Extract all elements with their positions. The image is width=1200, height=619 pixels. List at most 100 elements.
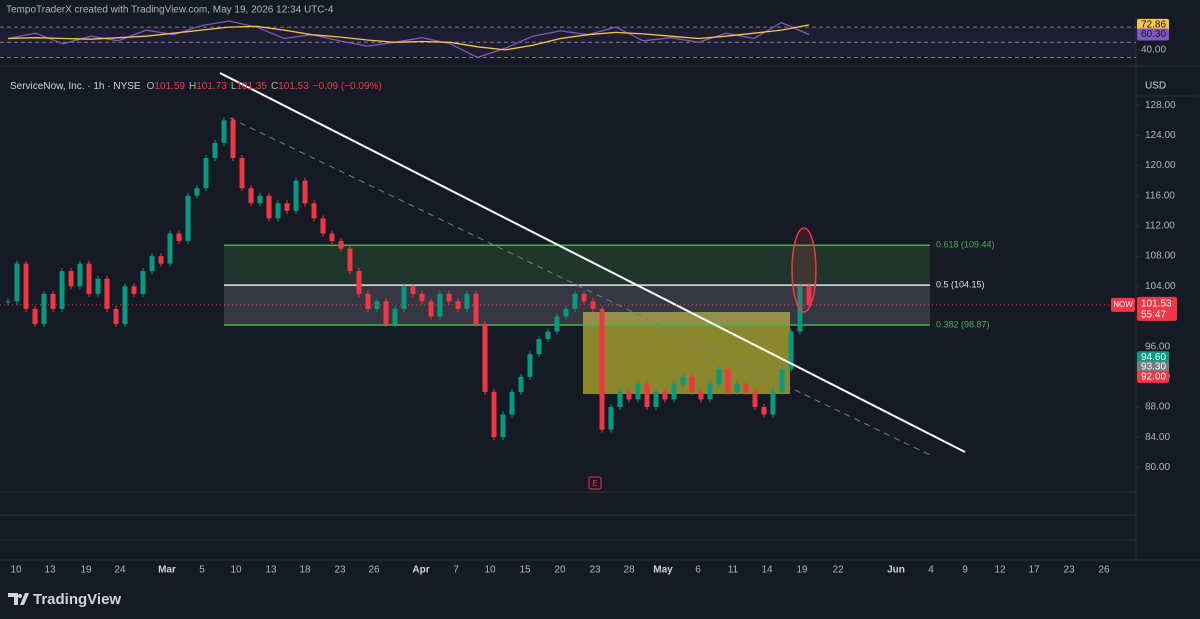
- logo-dot: [18, 594, 22, 598]
- x-tick-label: 9: [962, 565, 968, 576]
- now-badge: [1111, 297, 1135, 312]
- price-label: 101.53: [1141, 299, 1172, 310]
- x-tick-label: 19: [796, 565, 808, 576]
- earnings-marker: E: [592, 479, 597, 488]
- x-tick-label: 13: [44, 565, 56, 576]
- candle: [518, 376, 524, 392]
- candle: [500, 414, 506, 438]
- x-tick-label: 22: [832, 565, 844, 576]
- candle: [95, 278, 101, 294]
- candle: [680, 376, 686, 385]
- x-tick-label: 4: [928, 565, 934, 576]
- candle: [761, 407, 767, 415]
- x-tick-label: 17: [1028, 565, 1040, 576]
- candle: [302, 180, 308, 204]
- candle: [266, 195, 272, 219]
- candle: [338, 241, 344, 249]
- price-tag: [1137, 370, 1169, 383]
- candle: [707, 384, 713, 400]
- footer-brand: TradingView: [33, 591, 121, 608]
- y-tick-label: 96.00: [1145, 341, 1170, 352]
- candle: [329, 233, 335, 241]
- candle: [77, 263, 83, 287]
- candle: [779, 369, 785, 392]
- candle: [185, 195, 191, 241]
- legend-part: L: [231, 81, 237, 92]
- candle: [50, 293, 56, 309]
- candle: [464, 293, 470, 309]
- x-tick-label: 12: [994, 565, 1006, 576]
- x-tick-label: May: [653, 565, 673, 576]
- candle: [725, 369, 731, 392]
- candle: [131, 286, 137, 294]
- candle: [788, 331, 794, 370]
- x-tick-label: 19: [80, 565, 92, 576]
- candle: [167, 233, 173, 264]
- x-tick-label: 20: [554, 565, 566, 576]
- x-tick-label: 14: [761, 565, 773, 576]
- price-tag: [1137, 351, 1169, 364]
- legend-part: 101.73: [196, 81, 227, 92]
- candle: [644, 384, 650, 407]
- candle: [662, 391, 668, 400]
- legend-part: 101.53: [278, 81, 309, 92]
- x-tick-label: 7: [453, 565, 459, 576]
- candle: [581, 293, 587, 302]
- candle: [392, 308, 398, 324]
- candle: [203, 158, 209, 189]
- fib-zone-upper: [224, 245, 930, 286]
- x-tick-label: Apr: [412, 565, 429, 576]
- y-tick-label: 104.00: [1145, 281, 1176, 292]
- overlays: E: [219, 72, 966, 490]
- candle: [311, 203, 317, 219]
- candle: [176, 233, 182, 241]
- y-tick-label: 116.00: [1145, 190, 1175, 201]
- x-tick-label: 24: [114, 565, 126, 576]
- rsi-tick-label: 72.86: [1141, 20, 1166, 31]
- candle: [68, 271, 74, 287]
- candle: [356, 271, 362, 294]
- countdown: 55:47: [1141, 310, 1166, 321]
- y-tick-label: 112.00: [1145, 221, 1175, 232]
- x-tick-label: 28: [623, 565, 635, 576]
- y-tick-label: 120.00: [1145, 160, 1176, 171]
- candle: [473, 293, 479, 324]
- currency: USD: [1145, 81, 1166, 92]
- candle: [365, 293, 371, 309]
- candle: [86, 263, 92, 294]
- x-tick-label: 23: [334, 565, 346, 576]
- candle: [671, 384, 677, 400]
- candle: [23, 263, 29, 309]
- earnings-badge: [588, 476, 602, 490]
- candle: [257, 195, 263, 204]
- y-tick-label: 108.00: [1145, 251, 1176, 262]
- y-tick-label: 128.00: [1145, 100, 1176, 111]
- legend-part: 101.59: [154, 81, 185, 92]
- candle: [545, 331, 551, 340]
- candle: [383, 301, 389, 324]
- candle: [194, 188, 200, 196]
- legend-part: −0.09 (−0.09%): [313, 81, 382, 92]
- candle: [419, 293, 425, 302]
- y-tick-label: 88.00: [1145, 402, 1170, 413]
- legend: ServiceNow, Inc. · 1h · NYSE O101.59 H101.…: [10, 81, 382, 92]
- candle: [653, 391, 659, 407]
- candle: [698, 391, 704, 400]
- candle: [482, 324, 488, 392]
- legend-part: C: [271, 81, 278, 92]
- fib-label: 0.618 (109.44): [936, 240, 995, 250]
- x-tick-label: Jun: [887, 565, 905, 576]
- legend-part: ServiceNow, Inc. · 1h · NYSE: [10, 81, 141, 92]
- fib-label: 0.5 (104.15): [936, 280, 985, 290]
- candle: [113, 308, 119, 324]
- trendline: [219, 72, 966, 453]
- y-tick-label: 80.00: [1145, 462, 1170, 473]
- logo-mark: [8, 593, 29, 605]
- candle: [239, 158, 245, 189]
- x-tick-label: 23: [1063, 565, 1075, 576]
- candle: [572, 293, 578, 309]
- candle: [410, 286, 416, 294]
- now-label: NOW: [1113, 300, 1133, 309]
- candle: [14, 263, 20, 302]
